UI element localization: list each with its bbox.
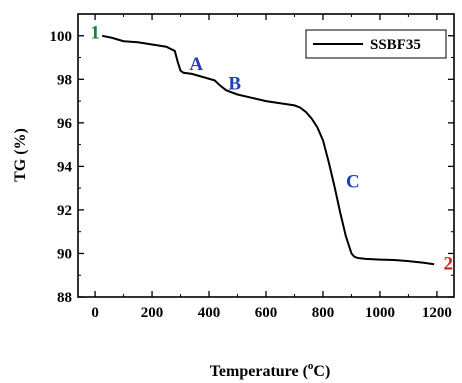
x-tick-label: 1000 <box>365 305 395 321</box>
y-axis-title: TG (%) <box>12 128 29 182</box>
x-axis-title-main: Temperature ( <box>210 363 308 380</box>
y-tick-label: 92 <box>57 203 72 219</box>
x-axis-title-sup: o <box>308 360 314 372</box>
y-tick-label: 100 <box>50 29 73 45</box>
x-tick-label: 400 <box>198 305 221 321</box>
annotation-label: C <box>346 172 360 193</box>
legend: SSBF35 <box>305 29 447 59</box>
x-tick-label: 800 <box>312 305 335 321</box>
annotations: 1 A B C 2 <box>90 23 453 275</box>
annotation-label: B <box>228 74 241 95</box>
annotation-label: 2 <box>444 253 454 274</box>
annotation-label: 1 <box>90 23 100 44</box>
y-tick-label: 90 <box>57 246 72 262</box>
axis-ticks <box>78 14 454 298</box>
y-tick-label: 88 <box>57 290 72 306</box>
x-axis-title: Temperature (oC) <box>210 360 331 380</box>
tick-labels: 0 200 400 600 800 1000 1200 88 90 92 94 96 98 100 <box>50 29 452 321</box>
x-tick-label: 600 <box>255 305 278 321</box>
y-tick-label: 94 <box>57 159 73 175</box>
series-line-ssbf35 <box>101 34 435 266</box>
y-tick-label: 98 <box>57 72 72 88</box>
x-tick-label: 0 <box>91 305 99 321</box>
x-tick-label: 1200 <box>422 305 452 321</box>
legend-label: SSBF35 <box>370 37 421 53</box>
x-axis-title-tail: C) <box>313 363 330 380</box>
x-tick-label: 200 <box>141 305 164 321</box>
annotation-label: A <box>189 54 203 75</box>
y-tick-label: 96 <box>57 116 73 132</box>
